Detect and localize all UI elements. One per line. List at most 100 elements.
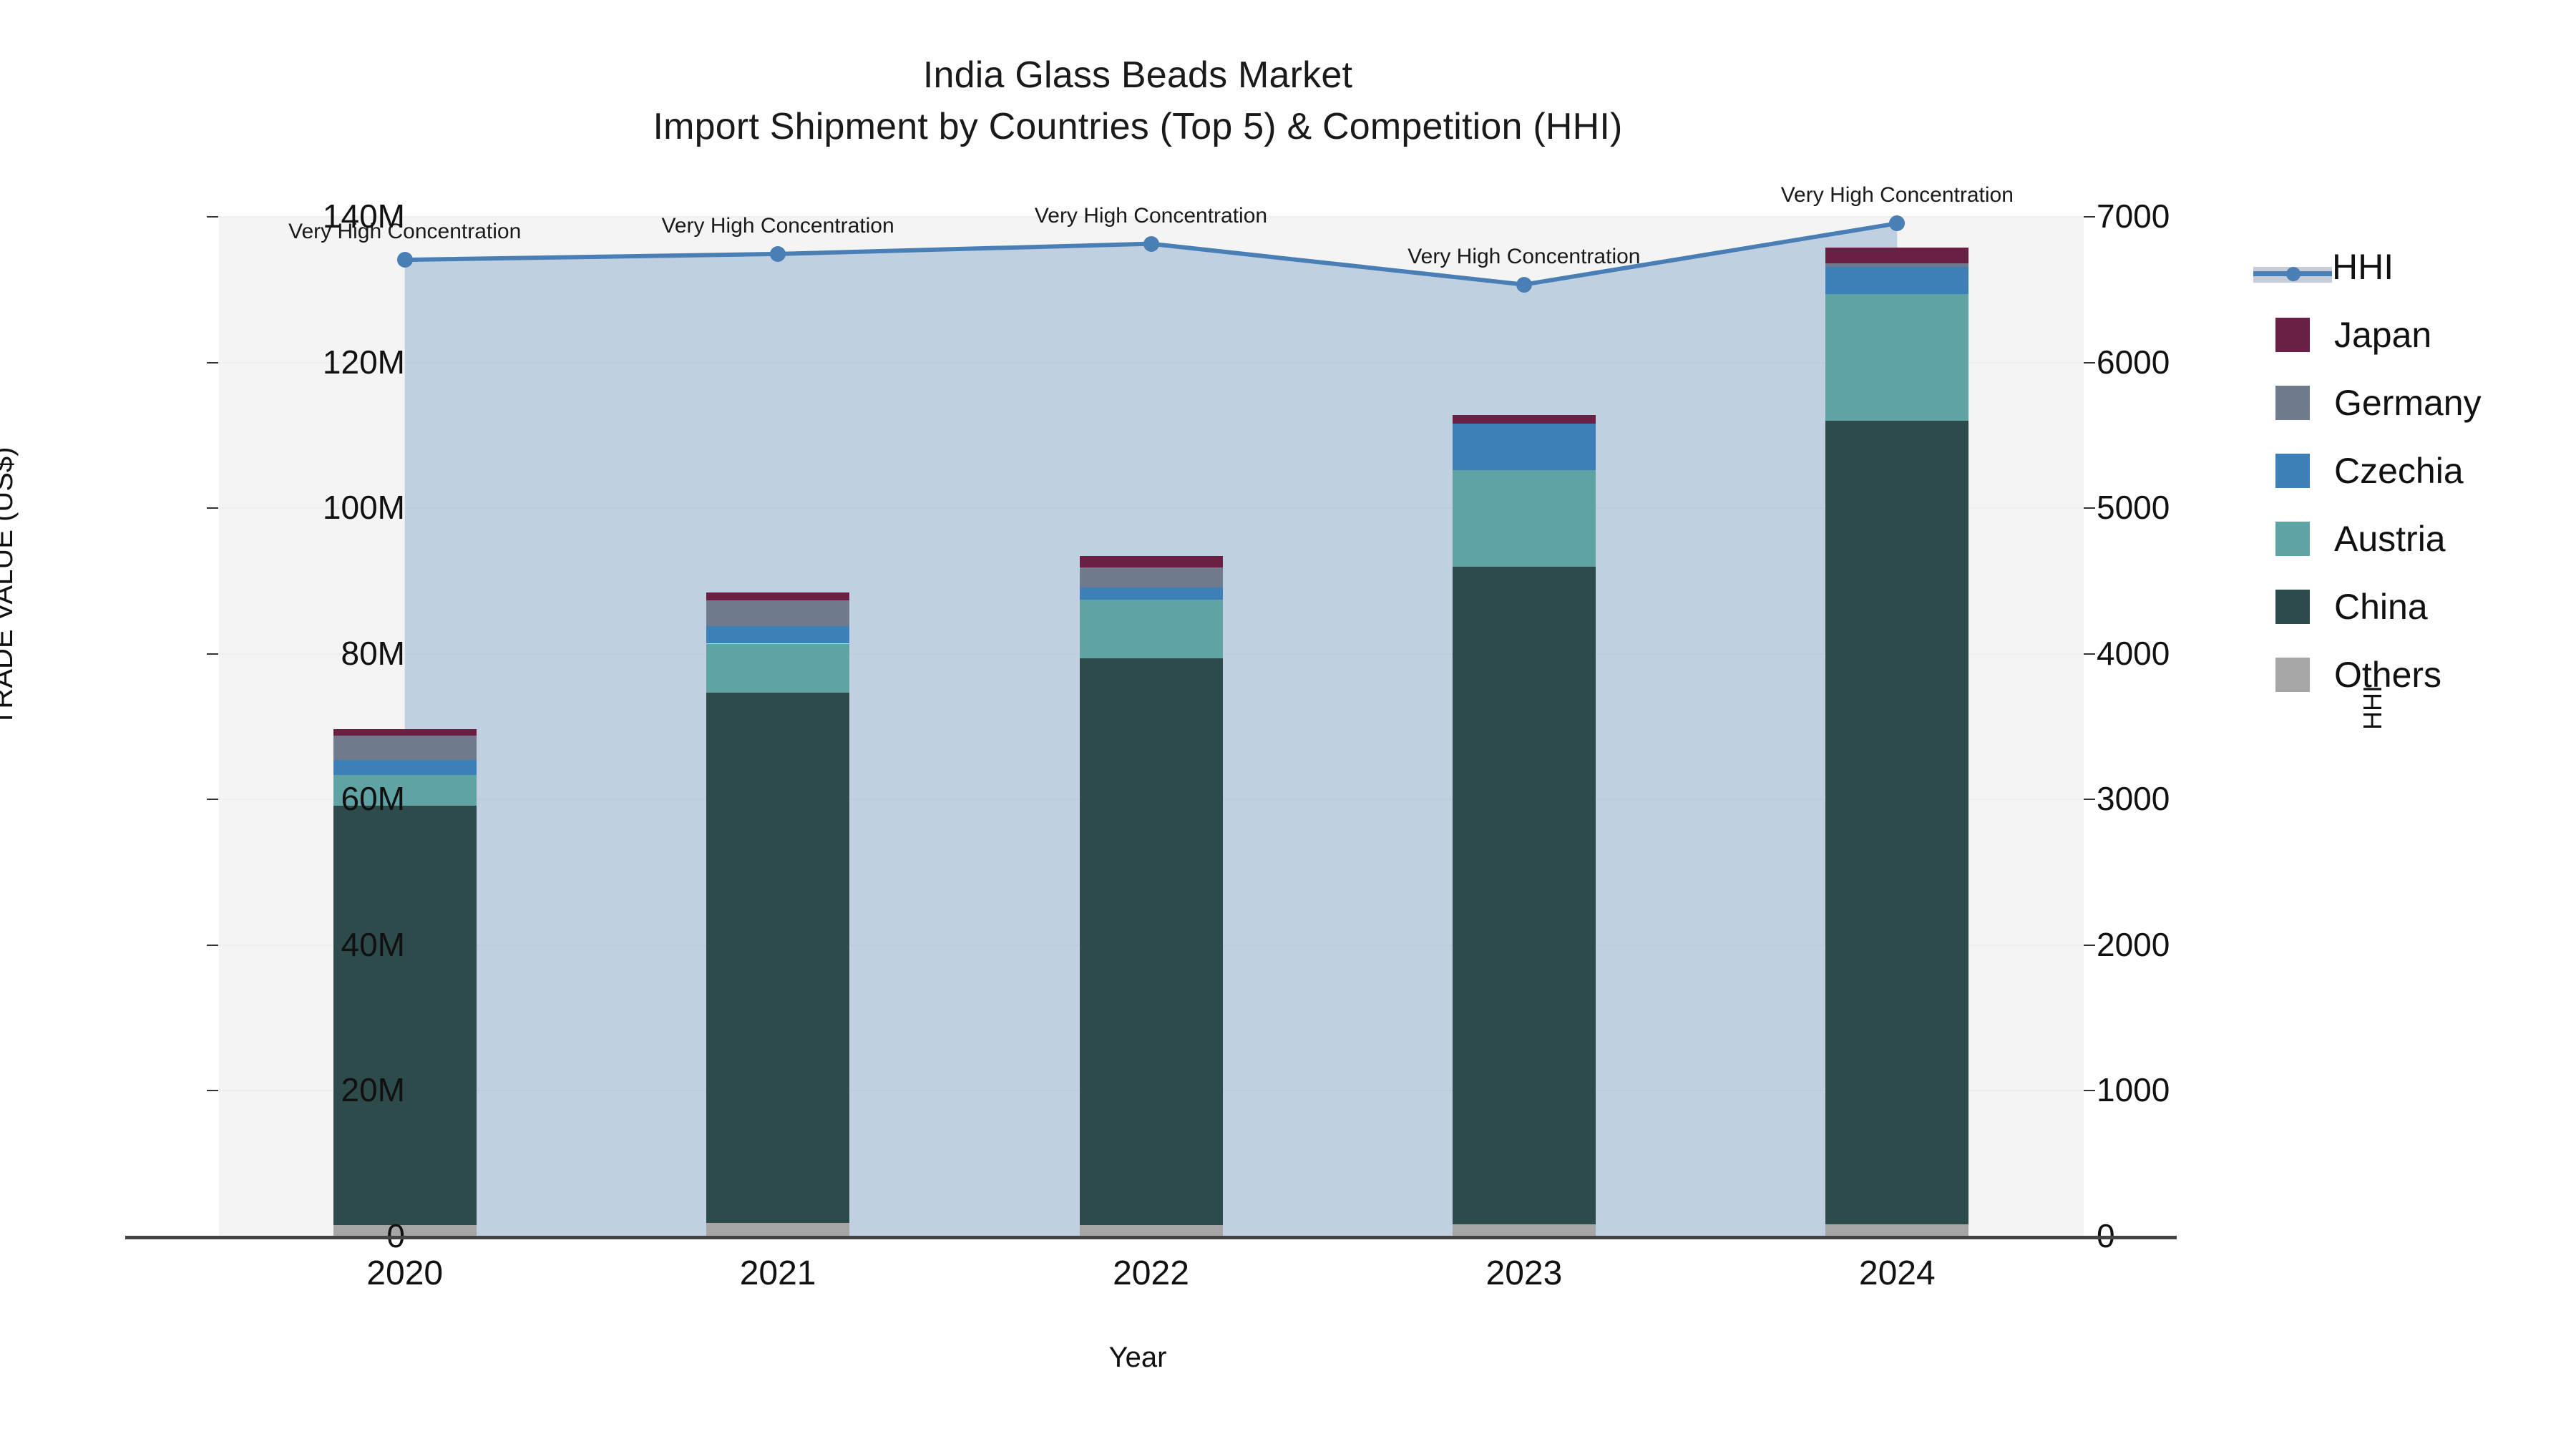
bar-segment-austria[interactable] bbox=[333, 774, 477, 806]
legend-label: Germany bbox=[2334, 382, 2482, 423]
bar-segment-japan[interactable] bbox=[333, 728, 477, 736]
y-tick-right-5000: 5000 bbox=[2097, 489, 2170, 527]
y-tick-left-20M: 20M bbox=[341, 1071, 405, 1109]
bar-segment-japan[interactable] bbox=[1452, 414, 1596, 424]
y-tick-right-6000: 6000 bbox=[2097, 343, 2170, 381]
y-tick-right-3000: 3000 bbox=[2097, 780, 2170, 818]
bar-segment-czechia[interactable] bbox=[706, 626, 850, 644]
y-tick-left-80M: 80M bbox=[341, 634, 405, 672]
legend-item-germany[interactable]: Germany bbox=[2275, 369, 2576, 436]
hhi-marker bbox=[396, 252, 413, 268]
y-tick-left-60M: 60M bbox=[341, 780, 405, 818]
y-tick-right-7000: 7000 bbox=[2097, 197, 2170, 235]
y-tick-mark-right bbox=[2084, 944, 2095, 946]
bar-segment-japan[interactable] bbox=[1079, 556, 1223, 567]
legend-swatch-icon bbox=[2275, 657, 2310, 692]
annotation-2023: Very High Concentration bbox=[1407, 244, 1641, 268]
bar-segment-czechia[interactable] bbox=[1825, 267, 1969, 294]
y-axis-left-label: TRADE VALUE (US$) bbox=[0, 447, 19, 726]
legend-swatch-icon bbox=[2275, 521, 2310, 556]
annotation-2022: Very High Concentration bbox=[1034, 203, 1268, 228]
gridline-minor bbox=[218, 216, 2084, 218]
bar-segment-czechia[interactable] bbox=[333, 760, 477, 775]
plot-area: Very High Concentration Very High Concent… bbox=[218, 183, 2084, 1237]
bar-stack-2024[interactable] bbox=[1825, 247, 1969, 1236]
legend-item-japan[interactable]: Japan bbox=[2275, 301, 2576, 369]
bar-segment-china[interactable] bbox=[1452, 566, 1596, 1224]
legend-label: Japan bbox=[2334, 314, 2432, 355]
y-tick-mark-left bbox=[207, 799, 218, 801]
bar-stack-2020[interactable] bbox=[333, 728, 477, 1236]
gridline-minor bbox=[218, 507, 2084, 509]
y-tick-left-120M: 120M bbox=[322, 343, 405, 381]
hhi-marker bbox=[1516, 276, 1532, 293]
y-tick-mark-left bbox=[207, 653, 218, 655]
y-tick-mark-left bbox=[207, 507, 218, 509]
x-axis-label: Year bbox=[1108, 1342, 1167, 1373]
bar-segment-others[interactable] bbox=[333, 1224, 477, 1236]
y-tick-mark-right bbox=[2084, 653, 2095, 655]
x-tick-2022: 2022 bbox=[1113, 1254, 1189, 1292]
bar-stack-2023[interactable] bbox=[1452, 414, 1596, 1236]
bar-segment-others[interactable] bbox=[1452, 1224, 1596, 1236]
legend-label: Czechia bbox=[2334, 450, 2464, 491]
y-tick-mark-right bbox=[2084, 507, 2095, 509]
legend-swatch-icon bbox=[2275, 385, 2310, 420]
bar-segment-china[interactable] bbox=[706, 692, 850, 1223]
y-tick-left-100M: 100M bbox=[322, 489, 405, 527]
legend-item-austria[interactable]: Austria bbox=[2275, 504, 2576, 572]
bar-segment-austria[interactable] bbox=[706, 643, 850, 693]
y-tick-mark-left bbox=[207, 361, 218, 364]
gridline-minor bbox=[218, 361, 2084, 364]
x-tick-2020: 2020 bbox=[366, 1254, 444, 1292]
y-tick-mark-right bbox=[2084, 1090, 2095, 1092]
bar-segment-china[interactable] bbox=[333, 806, 477, 1225]
hhi-marker bbox=[770, 245, 786, 262]
annotation-2020: Very High Concentration bbox=[288, 220, 522, 244]
bar-segment-germany[interactable] bbox=[706, 600, 850, 627]
bar-segment-china[interactable] bbox=[1825, 421, 1969, 1224]
bar-segment-austria[interactable] bbox=[1452, 470, 1596, 567]
y-tick-mark-left bbox=[207, 216, 218, 218]
legend-label: China bbox=[2334, 586, 2428, 627]
legend-swatch-icon bbox=[2275, 317, 2310, 352]
legend-item-hhi[interactable]: HHI bbox=[2253, 233, 2576, 301]
chart-title: India Glass Beads Market bbox=[922, 54, 1353, 96]
legend-label: Others bbox=[2334, 654, 2442, 695]
legend-label: HHI bbox=[2332, 246, 2394, 287]
y-tick-right-4000: 4000 bbox=[2097, 634, 2170, 672]
bar-segment-china[interactable] bbox=[1079, 658, 1223, 1225]
bar-stack-2021[interactable] bbox=[706, 592, 850, 1236]
bar-stack-2022[interactable] bbox=[1079, 556, 1223, 1236]
x-tick-2021: 2021 bbox=[739, 1254, 816, 1292]
y-tick-right-1000: 1000 bbox=[2097, 1071, 2170, 1109]
y-tick-mark-left bbox=[207, 1090, 218, 1092]
y-tick-mark-left bbox=[207, 944, 218, 946]
bar-segment-austria[interactable] bbox=[1825, 293, 1969, 421]
bar-segment-germany[interactable] bbox=[1079, 567, 1223, 588]
bar-segment-others[interactable] bbox=[706, 1222, 850, 1236]
y-tick-mark-right bbox=[2084, 216, 2095, 218]
bar-segment-czechia[interactable] bbox=[1452, 424, 1596, 471]
legend-swatch-icon bbox=[2275, 453, 2310, 488]
bar-segment-others[interactable] bbox=[1825, 1224, 1969, 1236]
y-tick-right-2000: 2000 bbox=[2097, 925, 2170, 963]
bar-segment-czechia[interactable] bbox=[1079, 587, 1223, 600]
bar-segment-japan[interactable] bbox=[1825, 247, 1969, 264]
y-tick-left-140M: 140M bbox=[322, 197, 405, 235]
x-tick-2024: 2024 bbox=[1858, 1254, 1936, 1292]
bar-segment-austria[interactable] bbox=[1079, 600, 1223, 658]
legend-item-others[interactable]: Others bbox=[2275, 640, 2576, 708]
bar-segment-others[interactable] bbox=[1079, 1224, 1223, 1236]
x-tick-2023: 2023 bbox=[1485, 1254, 1563, 1292]
bar-segment-germany[interactable] bbox=[1825, 263, 1969, 268]
y-tick-mark-right bbox=[2084, 361, 2095, 364]
legend-swatch-icon bbox=[2275, 589, 2310, 624]
bar-segment-germany[interactable] bbox=[333, 735, 477, 761]
y-tick-left-40M: 40M bbox=[341, 925, 405, 963]
legend-item-czechia[interactable]: Czechia bbox=[2275, 436, 2576, 504]
y-tick-mark-right bbox=[2084, 799, 2095, 801]
bar-segment-japan[interactable] bbox=[706, 592, 850, 601]
legend-item-china[interactable]: China bbox=[2275, 572, 2576, 640]
